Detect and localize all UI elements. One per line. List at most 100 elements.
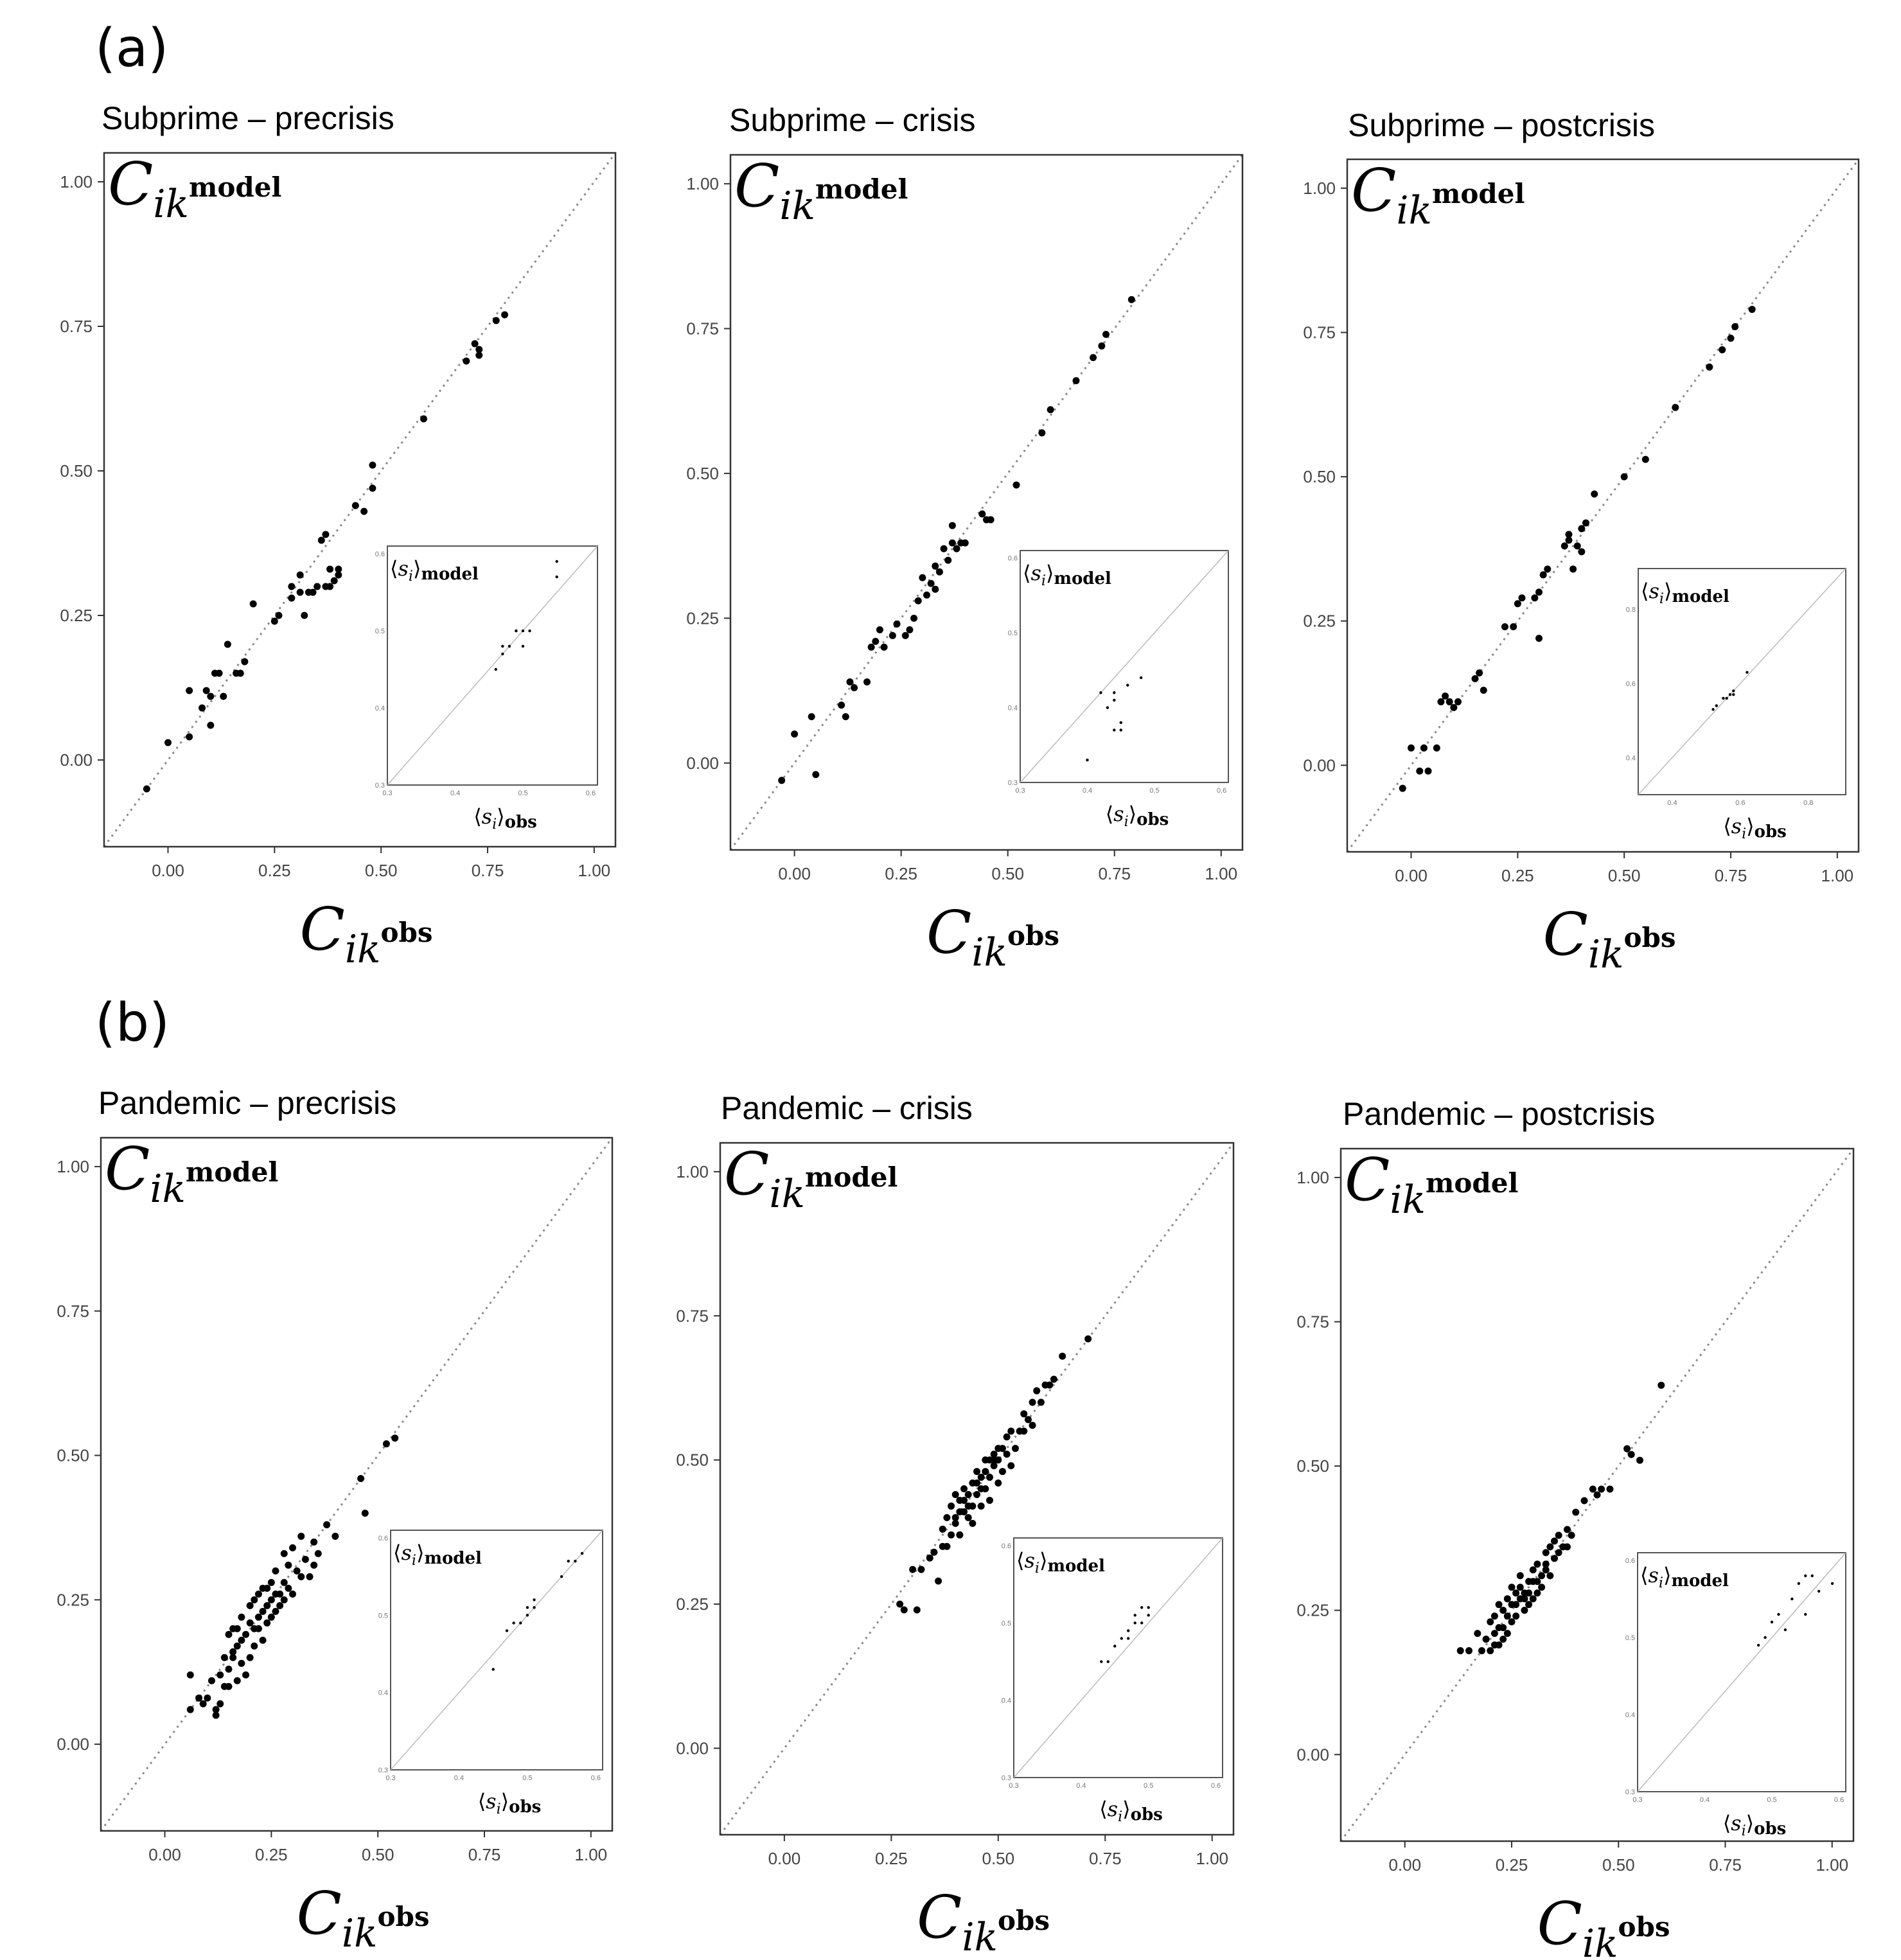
y-tick-label: 0.00 bbox=[686, 754, 719, 773]
data-point bbox=[893, 620, 901, 628]
inset-data-point bbox=[1764, 1636, 1767, 1639]
data-point bbox=[207, 693, 215, 700]
data-point bbox=[995, 1445, 1002, 1452]
y-tick-label: 0.75 bbox=[676, 1306, 709, 1325]
inset-y-tick-label: 0.8 bbox=[1626, 606, 1636, 614]
data-point bbox=[229, 1654, 237, 1661]
data-point bbox=[471, 340, 479, 348]
y-tick-label: 0.25 bbox=[686, 608, 719, 628]
inset-y-tick-label: 0.4 bbox=[1008, 705, 1018, 712]
data-point bbox=[1454, 698, 1462, 705]
inset-data-point bbox=[1722, 696, 1725, 700]
data-point bbox=[940, 545, 948, 552]
inset-y-tick-label: 0.5 bbox=[375, 628, 385, 635]
data-point bbox=[1623, 1445, 1631, 1452]
inset-chart: 0.3 0.4 0.5 0.6 0.3 0.4 0.5 0.6 ⟨si⟩model ⟨si⟩obs bbox=[1008, 550, 1229, 830]
x-tick-label: 0.50 bbox=[982, 1849, 1014, 1868]
inset-data-point bbox=[1790, 1597, 1794, 1601]
y-tick-label: 0.75 bbox=[60, 317, 93, 336]
data-point bbox=[1580, 1497, 1588, 1505]
data-point bbox=[297, 1532, 305, 1540]
data-point bbox=[242, 1630, 250, 1638]
inset-data-point bbox=[1119, 728, 1122, 732]
inset-diagonal-line bbox=[390, 1530, 603, 1770]
data-point bbox=[1020, 1427, 1028, 1435]
x-tick-label: 0.50 bbox=[362, 1845, 394, 1864]
scatter-chart-3: 0.00 0.25 0.50 0.75 1.00 0.00 0.25 0.50 0.75 1.00… bbox=[57, 1135, 614, 1956]
y-tick-label: 0.75 bbox=[57, 1302, 89, 1321]
inset-data-point bbox=[567, 1559, 570, 1563]
data-point bbox=[986, 1474, 993, 1481]
data-point bbox=[951, 1514, 959, 1521]
data-point bbox=[1038, 429, 1046, 437]
y-tick-label: 0.00 bbox=[1296, 1745, 1329, 1764]
data-point bbox=[202, 687, 210, 694]
inset-y-tick-label: 0.6 bbox=[1008, 555, 1018, 563]
inset-data-point bbox=[1804, 1574, 1807, 1578]
data-point bbox=[1012, 481, 1020, 489]
data-point bbox=[1582, 519, 1589, 527]
data-point bbox=[1003, 1451, 1011, 1458]
y-tick-label: 0.25 bbox=[1296, 1601, 1329, 1620]
inset-data-point bbox=[555, 575, 558, 579]
inset-data-point bbox=[508, 644, 511, 648]
data-point bbox=[1538, 1584, 1546, 1591]
inset-data-point bbox=[1133, 1614, 1136, 1617]
inset-y-tick-label: 0.5 bbox=[1008, 630, 1018, 637]
data-point bbox=[1033, 1387, 1041, 1395]
inset-x-tick-label: 0.4 bbox=[1700, 1796, 1710, 1804]
inset-diagonal-line bbox=[1013, 1537, 1223, 1778]
inset-data-point bbox=[1746, 671, 1749, 674]
inset-data-point bbox=[1804, 1612, 1807, 1616]
data-point bbox=[241, 658, 249, 666]
data-point bbox=[233, 1677, 241, 1684]
data-point bbox=[1512, 1601, 1520, 1609]
data-point bbox=[973, 1468, 980, 1476]
data-point bbox=[969, 1502, 977, 1510]
data-point bbox=[1555, 1532, 1562, 1539]
inset-y-axis-label: ⟨si⟩model bbox=[1023, 561, 1111, 589]
inset-y-tick-label: 0.6 bbox=[1625, 1557, 1635, 1565]
identity-diagonal-line bbox=[729, 154, 1244, 851]
inset-x-tick-label: 0.3 bbox=[382, 790, 392, 797]
data-point bbox=[986, 1496, 993, 1504]
data-point bbox=[867, 643, 875, 651]
data-point bbox=[1538, 1572, 1546, 1580]
data-point bbox=[1424, 767, 1432, 775]
data-point bbox=[1487, 1647, 1494, 1655]
chart-title-pandemic-crisis: Pandemic – crisis bbox=[721, 1090, 973, 1126]
data-point bbox=[932, 562, 939, 570]
data-point bbox=[1598, 1485, 1605, 1493]
data-point bbox=[1059, 1352, 1066, 1360]
data-point bbox=[207, 721, 215, 729]
data-point bbox=[973, 1490, 980, 1498]
data-point bbox=[289, 1590, 296, 1598]
data-point bbox=[238, 1636, 245, 1644]
y-tick-label: 0.50 bbox=[1303, 467, 1336, 486]
inset-x-axis-label: ⟨si⟩obs bbox=[1723, 1811, 1787, 1839]
data-point bbox=[1495, 1624, 1503, 1632]
inset-y-tick-label: 0.5 bbox=[1002, 1620, 1011, 1627]
data-point bbox=[1573, 542, 1581, 550]
inset-data-point bbox=[1147, 1606, 1150, 1609]
x-axis-label: Cikobs bbox=[1543, 900, 1676, 977]
inset-x-tick-label: 0.4 bbox=[1667, 799, 1677, 807]
data-point bbox=[229, 1648, 237, 1655]
data-point bbox=[267, 1578, 275, 1586]
data-point bbox=[990, 1451, 998, 1458]
data-point bbox=[1446, 698, 1453, 705]
y-tick-label: 1.00 bbox=[60, 172, 93, 191]
inset-data-point bbox=[505, 1629, 509, 1632]
data-point bbox=[1456, 1647, 1464, 1655]
data-point bbox=[1478, 1647, 1485, 1655]
data-point bbox=[935, 568, 943, 576]
data-point bbox=[978, 510, 986, 518]
data-point bbox=[310, 1538, 318, 1546]
data-point bbox=[204, 1694, 211, 1702]
data-point bbox=[1525, 1589, 1533, 1597]
data-point bbox=[217, 1671, 224, 1679]
data-point bbox=[914, 597, 922, 605]
y-tick-label: 0.50 bbox=[676, 1451, 709, 1470]
data-point bbox=[270, 617, 278, 625]
data-point bbox=[1578, 548, 1586, 556]
